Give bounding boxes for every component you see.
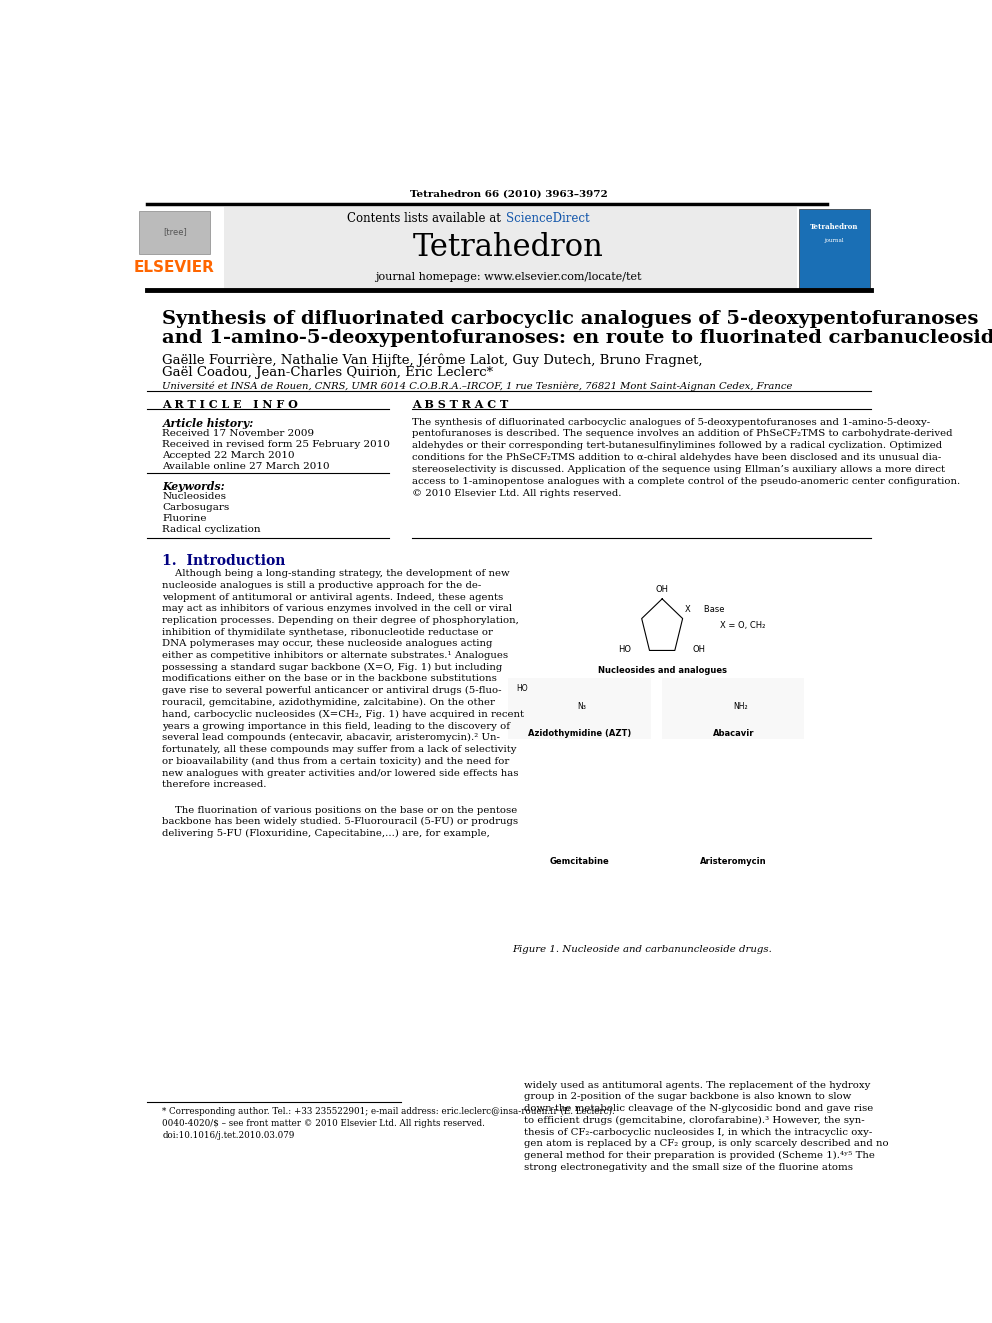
Text: Although being a long-standing strategy, the development of new
nucleoside analo: Although being a long-standing strategy,…: [163, 569, 525, 790]
Text: HO: HO: [618, 646, 632, 655]
Text: Carbosugars: Carbosugars: [163, 503, 230, 512]
Text: Azidothymidine (AZT): Azidothymidine (AZT): [528, 729, 631, 738]
Text: 0040-4020/$ – see front matter © 2010 Elsevier Ltd. All rights reserved.: 0040-4020/$ – see front matter © 2010 El…: [163, 1119, 485, 1129]
Text: OH: OH: [692, 646, 706, 655]
Bar: [224, 206, 797, 290]
Text: Université et INSA de Rouen, CNRS, UMR 6014 C.O.B.R.A.–IRCOF, 1 rue Tesnière, 76: Université et INSA de Rouen, CNRS, UMR 6…: [163, 382, 793, 392]
Text: Fluorine: Fluorine: [163, 515, 207, 524]
Text: Tetrahedron: Tetrahedron: [810, 224, 858, 232]
Text: 1.  Introduction: 1. Introduction: [163, 554, 286, 568]
Text: The fluorination of various positions on the base or on the pentose
backbone has: The fluorination of various positions on…: [163, 806, 519, 839]
Bar: [139, 210, 210, 254]
Text: [tree]: [tree]: [163, 228, 186, 237]
Text: doi:10.1016/j.tet.2010.03.079: doi:10.1016/j.tet.2010.03.079: [163, 1131, 295, 1139]
Text: Figure 1. Nucleoside and carbanuncleoside drugs.: Figure 1. Nucleoside and carbanuncleosid…: [512, 945, 772, 954]
Text: Radical cyclization: Radical cyclization: [163, 525, 261, 534]
Text: N₃: N₃: [577, 703, 586, 712]
Text: widely used as antitumoral agents. The replacement of the hydroxy
group in 2-pos: widely used as antitumoral agents. The r…: [524, 1081, 889, 1172]
Text: X     Base: X Base: [685, 605, 725, 614]
Text: The synthesis of difluorinated carbocyclic analogues of 5-deoxypentofuranoses an: The synthesis of difluorinated carbocycl…: [413, 418, 960, 499]
Text: Keywords:: Keywords:: [163, 480, 225, 492]
Text: Synthesis of difluorinated carbocyclic analogues of 5-deoxypentofuranoses: Synthesis of difluorinated carbocyclic a…: [163, 310, 979, 328]
Text: NH₂: NH₂: [734, 703, 748, 712]
Text: Gaëlle Fourrière, Nathalie Van Hijfte, Jérôme Lalot, Guy Dutech, Bruno Fragnet,: Gaëlle Fourrière, Nathalie Van Hijfte, J…: [163, 353, 703, 366]
Text: Available online 27 March 2010: Available online 27 March 2010: [163, 462, 330, 471]
Text: Received 17 November 2009: Received 17 November 2009: [163, 429, 314, 438]
Text: Tetrahedron 66 (2010) 3963–3972: Tetrahedron 66 (2010) 3963–3972: [410, 189, 607, 198]
Text: ELSEVIER: ELSEVIER: [134, 261, 214, 275]
Text: A R T I C L E   I N F O: A R T I C L E I N F O: [163, 400, 299, 410]
Text: OH: OH: [656, 585, 669, 594]
Text: Accepted 22 March 2010: Accepted 22 March 2010: [163, 451, 295, 460]
Text: Aristeromycin: Aristeromycin: [700, 856, 767, 865]
Text: X = O, CH₂: X = O, CH₂: [720, 620, 765, 630]
Bar: [799, 209, 870, 288]
Text: Received in revised form 25 February 2010: Received in revised form 25 February 201…: [163, 441, 391, 448]
Text: Abacavir: Abacavir: [713, 729, 754, 738]
Text: and 1-amino-5-deoxypentofuranoses: en route to fluorinated carbanucleosides: and 1-amino-5-deoxypentofuranoses: en ro…: [163, 329, 992, 347]
Text: Gaël Coadou, Jean-Charles Quirion, Eric Leclerc*: Gaël Coadou, Jean-Charles Quirion, Eric …: [163, 365, 494, 378]
Bar: [509, 679, 651, 740]
Text: Tetrahedron: Tetrahedron: [413, 232, 604, 263]
Text: Contents lists available at: Contents lists available at: [347, 212, 505, 225]
Text: Nucleosides: Nucleosides: [163, 492, 226, 501]
Bar: [505, 577, 872, 943]
Text: Nucleosides and analogues: Nucleosides and analogues: [597, 665, 727, 675]
Text: HO: HO: [516, 684, 528, 693]
Text: journal: journal: [824, 238, 844, 242]
Text: Article history:: Article history:: [163, 418, 254, 429]
Text: ScienceDirect: ScienceDirect: [506, 212, 589, 225]
Text: * Corresponding author. Tel.: +33 235522901; e-mail address: eric.leclerc@insa-r: * Corresponding author. Tel.: +33 235522…: [163, 1107, 615, 1117]
Bar: [663, 679, 805, 740]
Text: journal homepage: www.elsevier.com/locate/tet: journal homepage: www.elsevier.com/locat…: [375, 271, 642, 282]
Text: Gemcitabine: Gemcitabine: [550, 856, 609, 865]
Text: A B S T R A C T: A B S T R A C T: [413, 400, 509, 410]
